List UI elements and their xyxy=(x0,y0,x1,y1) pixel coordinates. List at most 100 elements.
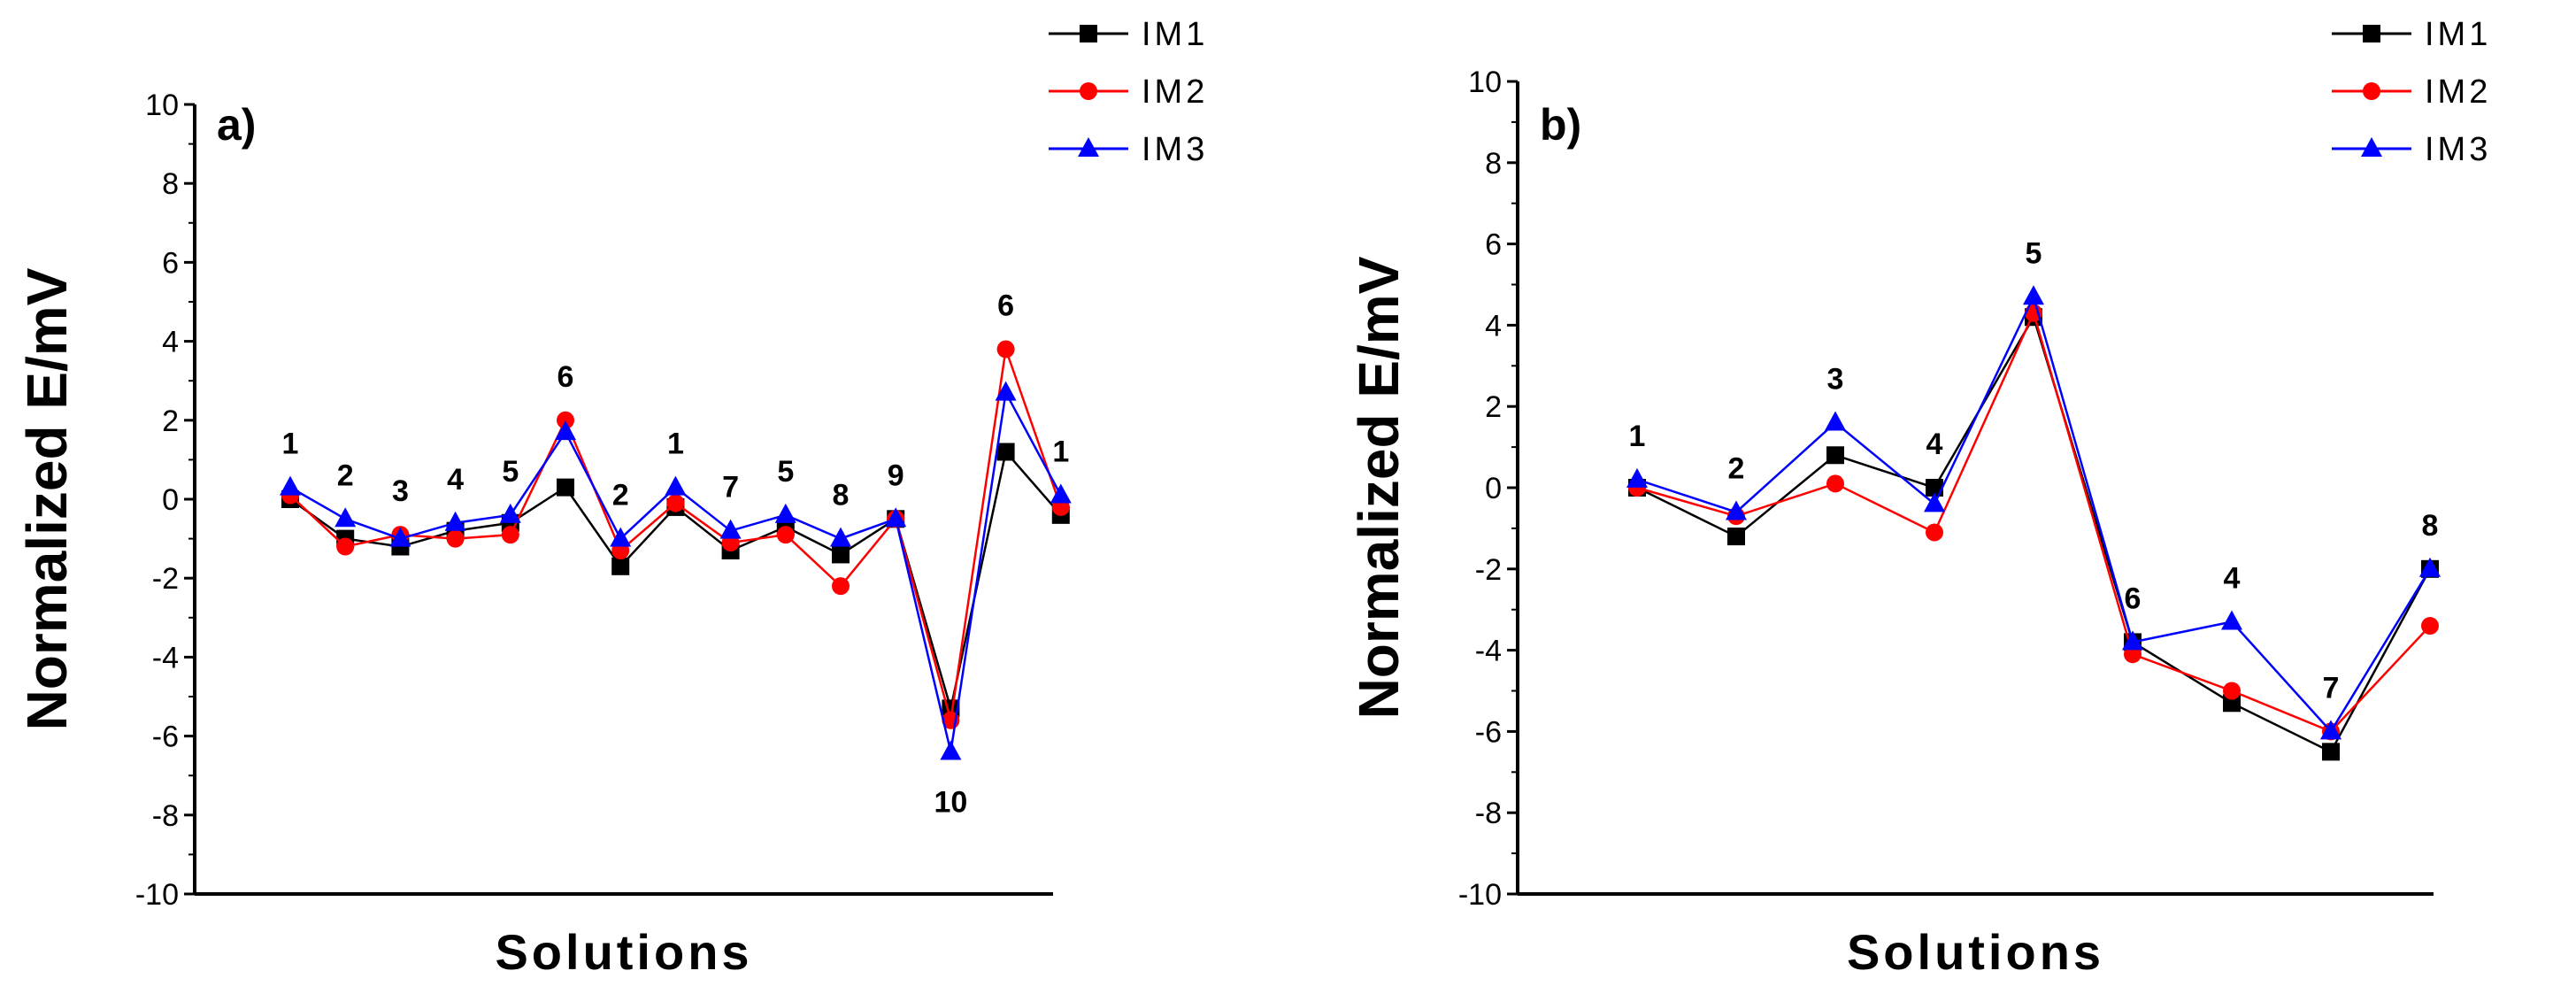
data-point-im3 xyxy=(444,511,466,531)
data-point-im1 xyxy=(1926,479,1943,497)
legend-marker-im1 xyxy=(2363,25,2380,42)
y-tick-label: 4 xyxy=(1485,309,1502,343)
y-tick-label: 0 xyxy=(162,483,179,517)
data-point-im3 xyxy=(2122,630,2143,651)
series-line-im2 xyxy=(1636,310,2431,733)
point-label: 1 xyxy=(1629,420,1646,453)
point-label: 1 xyxy=(667,428,684,461)
point-label: 5 xyxy=(777,455,794,489)
y-tick-label: -8 xyxy=(1475,797,1502,830)
data-point-im2 xyxy=(2421,617,2439,636)
y-tick-label: 4 xyxy=(162,326,179,359)
data-point-im3 xyxy=(610,527,632,547)
data-point-im1 xyxy=(2322,743,2340,761)
series-line-im1 xyxy=(1636,314,2432,754)
point-label: 7 xyxy=(2323,671,2340,705)
legend-marker-im3 xyxy=(2361,137,2382,157)
data-point-im2 xyxy=(336,537,355,556)
data-point-im1 xyxy=(832,545,850,564)
point-label: 7 xyxy=(722,471,739,505)
point-label: 3 xyxy=(1827,363,1844,397)
data-point-im1 xyxy=(1727,528,1745,546)
y-axis-title: Normalized E/mV xyxy=(15,267,79,730)
data-point-im1 xyxy=(996,443,1015,461)
point-label: 4 xyxy=(447,463,464,497)
data-point-im1 xyxy=(611,557,630,575)
data-point-im1 xyxy=(557,478,574,497)
chart-panel-a: -10 -8 -6 -4 -2 0 2 4 6 8 10 Normalized E/mV Solutio… xyxy=(15,16,1208,980)
data-point-im3 xyxy=(1726,500,1747,520)
point-label: 8 xyxy=(833,479,850,512)
data-point-im3 xyxy=(885,507,907,528)
y-tick-label: -6 xyxy=(152,720,179,754)
point-label: 3 xyxy=(392,474,409,508)
data-point-im3 xyxy=(2221,610,2242,630)
data-point-im2 xyxy=(1926,523,1943,542)
point-label: 6 xyxy=(2125,582,2142,615)
y-tick-label: 10 xyxy=(145,89,179,122)
data-point-im3 xyxy=(2320,720,2341,740)
y-tick-label: 10 xyxy=(1468,65,1502,99)
data-point-im1 xyxy=(2223,694,2241,713)
point-label: 2 xyxy=(1728,452,1745,486)
y-tick-label: -10 xyxy=(135,878,179,912)
x-axis-title: Solutions xyxy=(495,924,752,980)
legend-marker-im3 xyxy=(1078,137,1099,157)
y-tick-label: 2 xyxy=(162,405,179,438)
point-label: 6 xyxy=(557,360,574,394)
x-axis-title: Solutions xyxy=(1847,924,2104,980)
data-point-im1 xyxy=(1826,446,1844,465)
data-point-im3 xyxy=(940,740,962,760)
panel-label: a) xyxy=(217,100,256,150)
legend-label-im1: IM1 xyxy=(1142,16,1208,53)
point-label: 1 xyxy=(282,428,299,461)
chart-panel-b: -10 -8 -6 -4 -2 0 2 4 6 8 10 Normalized E/mV Solutio… xyxy=(1347,16,2491,980)
legend-marker-im1 xyxy=(1080,25,1097,42)
y-tick-label: -4 xyxy=(152,641,179,674)
point-label: 9 xyxy=(888,458,904,492)
legend-label-im2: IM2 xyxy=(1142,73,1208,111)
point-label: 2 xyxy=(337,458,354,492)
point-label: 4 xyxy=(2224,561,2241,595)
y-tick-label: 8 xyxy=(162,167,179,201)
legend-label-im2: IM2 xyxy=(2425,73,2491,111)
data-point-im3 xyxy=(830,527,851,547)
data-point-im3 xyxy=(389,527,411,547)
data-point-im3 xyxy=(995,381,1017,401)
point-label: 8 xyxy=(2422,509,2439,543)
y-tick-label: 6 xyxy=(1485,228,1502,262)
data-point-im3 xyxy=(555,420,576,441)
y-tick-label: -10 xyxy=(1458,878,1502,912)
legend-label-im3: IM3 xyxy=(2425,131,2491,168)
data-point-im3 xyxy=(719,519,742,539)
point-label: 5 xyxy=(502,455,519,489)
data-point-im3 xyxy=(1825,411,1846,431)
data-point-im2 xyxy=(2223,682,2241,700)
data-point-im2 xyxy=(996,340,1015,358)
point-label: 2 xyxy=(612,479,629,512)
y-tick-label: 6 xyxy=(162,246,179,280)
data-point-im3 xyxy=(499,503,521,523)
point-label: 6 xyxy=(997,289,1014,323)
data-point-im3 xyxy=(2419,557,2441,577)
y-axis-title: Normalized E/mV xyxy=(1347,256,1411,719)
legend-label-im3: IM3 xyxy=(1142,131,1208,168)
y-tick-label: 8 xyxy=(1485,147,1502,181)
data-point-im2 xyxy=(832,577,850,596)
data-point-im2 xyxy=(446,529,465,548)
y-tick-label: -6 xyxy=(1475,715,1502,749)
y-tick-label: -2 xyxy=(152,562,179,596)
y-tick-label: -4 xyxy=(1475,635,1502,668)
point-label: 5 xyxy=(2026,236,2042,270)
y-tick-label: -2 xyxy=(1475,553,1502,587)
point-label: 1 xyxy=(1052,435,1069,469)
data-point-im2 xyxy=(501,526,519,544)
series-line-im3 xyxy=(1636,293,2432,734)
data-point-im2 xyxy=(1826,474,1844,493)
point-label: 4 xyxy=(1926,428,1943,461)
data-point-im3 xyxy=(280,475,301,496)
legend-marker-im2 xyxy=(2363,82,2380,100)
data-point-im3 xyxy=(774,503,796,523)
data-point-im3 xyxy=(334,507,357,528)
